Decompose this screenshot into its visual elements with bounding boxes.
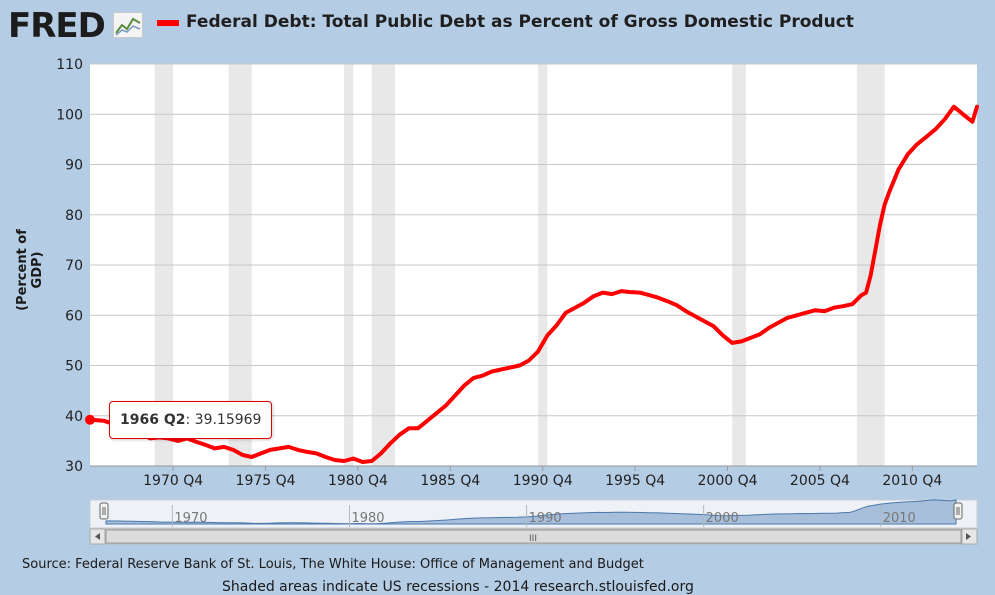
line-chart-icon [113, 12, 143, 38]
y-tick-label: 30 [65, 459, 83, 475]
x-tick-label: 1980 Q4 [328, 473, 388, 489]
y-tick-label: 110 [56, 57, 83, 73]
y-axis-ticks: 30 40 50 60 70 80 90 100 110 [56, 57, 83, 475]
hover-marker [85, 414, 95, 425]
y-tick-label: 40 [65, 409, 83, 425]
series-line[interactable] [88, 104, 979, 464]
source-note: Source: Federal Reserve Bank of St. Loui… [22, 557, 644, 572]
x-tick-label: 2000 Q4 [698, 473, 758, 489]
y-tick-label: 90 [65, 158, 83, 174]
x-axis-ticks: 1970 Q4 1975 Q4 1980 Q4 1985 Q4 1990 Q4 1995 … [143, 466, 942, 489]
x-tick-label: 1985 Q4 [420, 473, 480, 489]
tooltip-period: 1966 Q2 [120, 412, 186, 428]
y-tick-label: 80 [65, 208, 83, 224]
x-tick-label: 1995 Q4 [605, 473, 665, 489]
chart-header: FRED Federal Debt: Total Public Debt as … [0, 0, 995, 50]
x-tick-label: 1975 Q4 [236, 473, 296, 489]
y-tick-label: 50 [65, 359, 83, 375]
legend-swatch [157, 20, 179, 26]
recession-note: Shaded areas indicate US recessions - 20… [222, 579, 694, 595]
fred-logo[interactable]: FRED [8, 6, 106, 46]
chart-area[interactable]: 30 40 50 60 70 80 90 100 110 1970 Q4 1975 Q4 1980 … [0, 0, 995, 550]
x-tick-label: 2005 Q4 [790, 473, 850, 489]
chart-title: Federal Debt: Total Public Debt as Perce… [186, 12, 854, 32]
x-tick-label: 2010 Q4 [882, 473, 942, 489]
y-tick-label: 100 [56, 107, 83, 123]
tooltip-value: 39.15969 [194, 412, 262, 428]
x-tick-label: 1990 Q4 [513, 473, 573, 489]
tooltip: 1966 Q2: 39.15969 [109, 401, 273, 439]
x-tick-label: 1970 Q4 [143, 473, 203, 489]
gridlines [90, 63, 977, 467]
y-tick-label: 70 [65, 258, 83, 274]
y-tick-label: 60 [65, 308, 83, 324]
